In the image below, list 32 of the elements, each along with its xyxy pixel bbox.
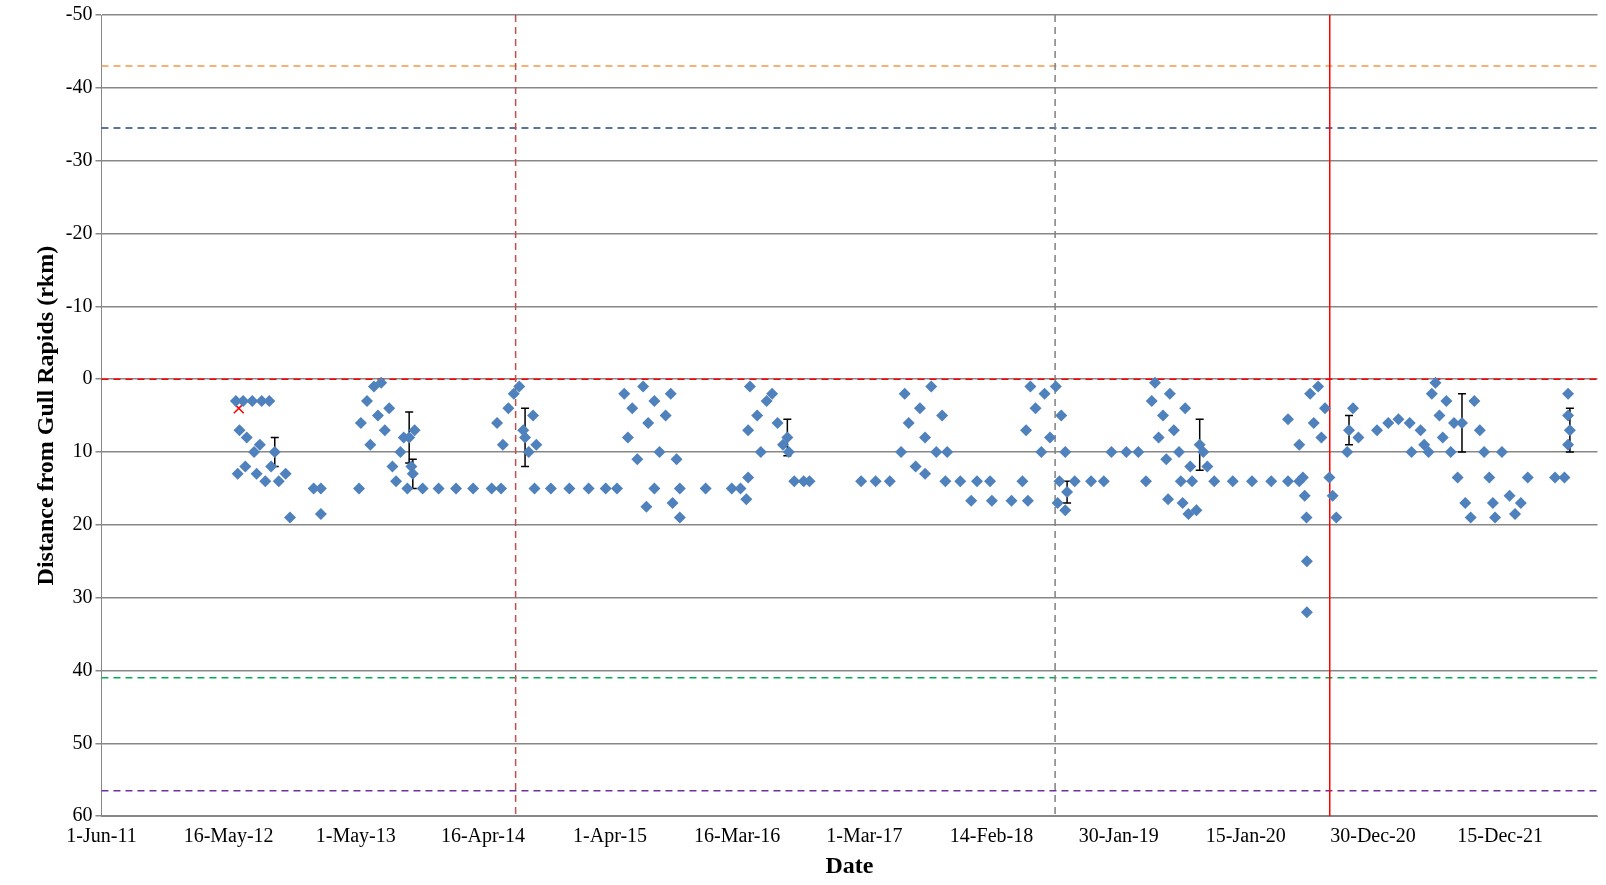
- y-tick-label: 40: [72, 657, 93, 680]
- x-tick-label: 1-Jun-11: [66, 824, 137, 847]
- x-tick-label: 30-Dec-20: [1330, 824, 1416, 847]
- x-tick-label: 16-May-12: [183, 824, 274, 848]
- x-tick-label: 1-Apr-15: [573, 824, 648, 848]
- x-tick-label: 16-Apr-14: [440, 824, 525, 848]
- point: [1563, 424, 1576, 437]
- y-tick-label: 10: [72, 439, 93, 462]
- x-tick-label: 1-May-13: [315, 824, 396, 848]
- y-tick-label: 20: [72, 512, 93, 535]
- x-axis-title: Date: [825, 851, 874, 878]
- x-tick-label: 15-Dec-21: [1457, 824, 1543, 847]
- y-tick-label: 50: [72, 730, 93, 753]
- point: [1193, 438, 1206, 451]
- x-tick-label: 30-Jan-19: [1078, 824, 1159, 847]
- y-tick-label: -10: [65, 293, 93, 316]
- y-tick-label: -50: [65, 2, 93, 25]
- y-tick-label: 0: [82, 366, 93, 389]
- point: [1343, 424, 1356, 437]
- x-tick-label: 1-Mar-17: [826, 824, 903, 847]
- y-tick-label: -30: [65, 147, 93, 170]
- y-tick-label: -20: [65, 220, 93, 243]
- x-tick-label: 16-Mar-16: [694, 824, 781, 847]
- point: [1061, 486, 1074, 499]
- y-tick-label: -40: [65, 75, 93, 98]
- point: [781, 431, 794, 444]
- point: [268, 446, 281, 459]
- y-tick-label: 60: [72, 803, 93, 826]
- x-tick-label: 14-Feb-18: [949, 824, 1034, 847]
- x-tick-label: 15-Jan-20: [1205, 824, 1286, 847]
- y-tick-label: 30: [72, 584, 93, 607]
- y-axis-title: Distance from Gull Rapids (rkm): [31, 245, 58, 586]
